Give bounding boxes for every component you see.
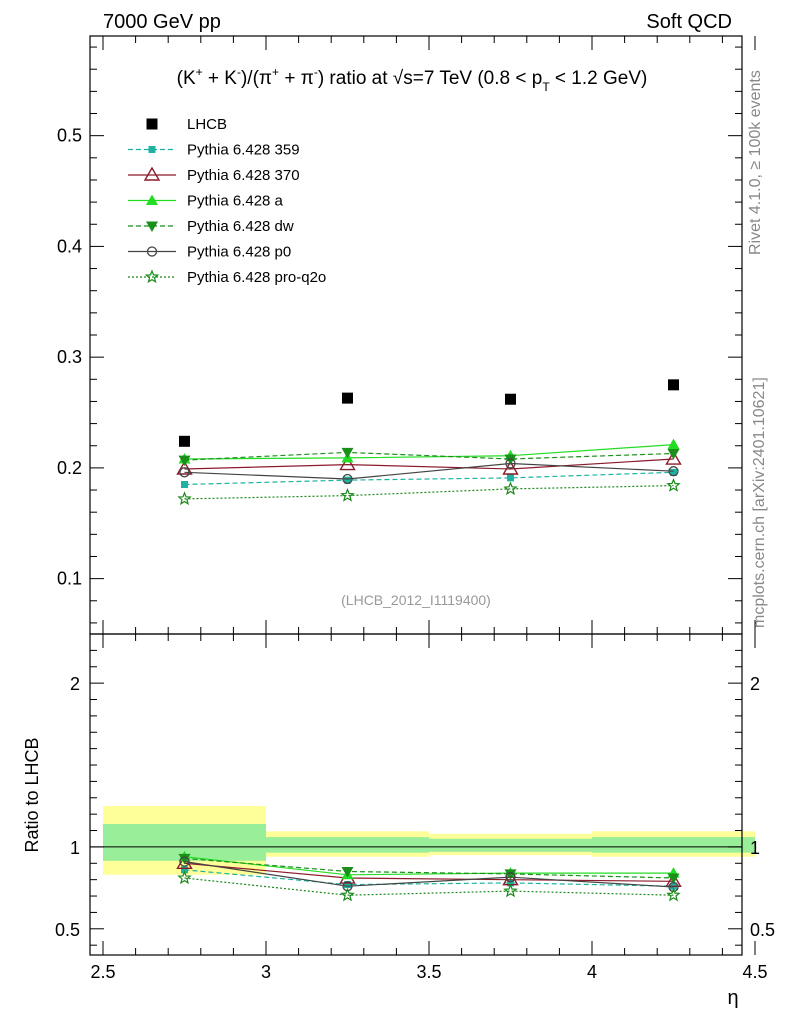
ratio-point-pythia-6-428-pro-q2o-0 — [177, 870, 192, 885]
series-line-pythia-6-428-a — [184, 444, 674, 460]
ratio-point-pythia-6-428-dw-0 — [178, 853, 191, 865]
legend-label-pythia-6-428-370: Pythia 6.428 370 — [187, 167, 300, 184]
mcplots-credit-label: mcplots.cern.ch [arXiv:2401.10621] — [751, 377, 768, 628]
series-line-pythia-6-428-pro-q2o — [184, 485, 674, 500]
legend-label-pythia-6-428-p0: Pythia 6.428 p0 — [187, 244, 291, 261]
ratio-ylabel: Ratio to LHCB — [22, 737, 42, 852]
analysis-watermark: (LHCB_2012_I1119400) — [341, 592, 491, 608]
data-point-pythia-6-428-dw-3 — [667, 448, 680, 460]
header-left: 7000 GeV pp — [103, 11, 221, 33]
ratio-inner-band-2 — [429, 838, 592, 852]
main-ytick-label-1: 0.2 — [57, 458, 82, 478]
ratio-point-pythia-6-428-p0-2 — [505, 872, 516, 883]
series-line-pythia-6-428-359 — [184, 471, 674, 486]
legend-label-pythia-6-428-359: Pythia 6.428 359 — [187, 142, 300, 159]
series-line-pythia-6-428-p0 — [184, 462, 674, 480]
legend-label-pythia-6-428-dw: Pythia 6.428 dw — [187, 218, 294, 235]
data-point-pythia-6-428-pro-q2o-1 — [340, 487, 355, 502]
xtick-label-2: 3.5 — [416, 962, 441, 982]
ratio-ytick-label-left-1: 1 — [70, 838, 80, 858]
main-panel: 0.1 0.2 0.3 0.4 0.5 — [57, 35, 756, 635]
ratio-point-pythia-6-428-pro-q2o-1 — [340, 887, 355, 902]
ratio-line-pythia-6-428-pro-q2o — [184, 877, 674, 896]
ratio-line-pythia-6-428-dw — [184, 857, 674, 879]
data-point-pythia-6-428-370-1 — [339, 456, 356, 471]
legend-marker-pythia-6-428-dw — [146, 221, 158, 232]
ratio-point-pythia-6-428-370-3 — [665, 872, 682, 888]
main-ytick-label-3: 0.4 — [57, 236, 82, 256]
ratio-point-pythia-6-428-dw-1 — [341, 866, 354, 878]
ratio-frame — [89, 633, 743, 956]
xtick-label-1: 3 — [261, 962, 271, 982]
xtick-label-3: 4 — [587, 962, 597, 982]
data-point-lhcb-0 — [179, 435, 190, 447]
ratio-line-pythia-6-428-359 — [184, 869, 674, 887]
data-point-lhcb-1 — [342, 392, 353, 404]
main-ytick-label-2: 0.3 — [57, 347, 82, 367]
legend-marker-pythia-6-428-370 — [143, 166, 161, 181]
ratio-point-pythia-6-428-359-0 — [181, 866, 188, 874]
ratio-point-pythia-6-428-359-1 — [344, 881, 351, 889]
data-point-pythia-6-428-pro-q2o-3 — [666, 477, 681, 492]
legend-marker-pythia-6-428-a — [146, 194, 158, 205]
ratio-ytick-label-right-0: 0.5 — [750, 920, 775, 940]
header-right: Soft QCD — [646, 11, 732, 33]
data-point-pythia-6-428-p0-1 — [342, 473, 353, 485]
ratio-point-pythia-6-428-dw-2 — [504, 869, 517, 880]
legend-label-pythia-6-428-pro-q2o: Pythia 6.428 pro-q2o — [187, 269, 326, 286]
legend-marker-pythia-6-428-359 — [148, 146, 156, 153]
ratio-ytick-label-right-1: 1 — [750, 838, 760, 858]
ratio-point-pythia-6-428-pro-q2o-2 — [503, 883, 518, 898]
ratio-point-pythia-6-428-pro-q2o-3 — [666, 887, 681, 902]
xtick-label-0: 2.5 — [90, 962, 115, 982]
data-point-pythia-6-428-dw-1 — [341, 447, 354, 459]
data-point-pythia-6-428-pro-q2o-2 — [503, 481, 518, 496]
data-point-pythia-6-428-p0-2 — [505, 458, 516, 469]
data-point-lhcb-3 — [668, 379, 679, 391]
data-point-pythia-6-428-p0-3 — [668, 466, 679, 477]
ratio-point-pythia-6-428-dw-3 — [667, 873, 680, 885]
legend-label-pythia-6-428-a: Pythia 6.428 a — [187, 193, 284, 210]
series-line-pythia-6-428-370 — [184, 458, 674, 470]
data-point-pythia-6-428-359-3 — [670, 468, 677, 476]
legend-label-lhcb: LHCB — [187, 116, 227, 133]
ratio-point-pythia-6-428-359-2 — [507, 879, 514, 887]
main-ytick-label-0: 0.1 — [57, 569, 82, 589]
ratio-point-pythia-6-428-p0-0 — [179, 856, 190, 867]
ratio-ytick-label-right-2: 2 — [750, 674, 760, 694]
data-point-lhcb-2 — [505, 393, 516, 405]
data-point-pythia-6-428-370-3 — [665, 450, 682, 465]
data-point-pythia-6-428-pro-q2o-0 — [177, 491, 192, 506]
ratio-ytick-label-left-2: 2 — [70, 674, 80, 694]
data-point-pythia-6-428-359-2 — [507, 474, 514, 482]
data-point-pythia-6-428-p0-0 — [179, 467, 190, 478]
x-axis-label: η — [727, 987, 738, 1009]
ratio-panel: 0.5 0.5 1 1 2 2 2.5 3 3.5 4 4.5 — [55, 633, 775, 982]
data-point-pythia-6-428-a-3 — [667, 438, 680, 450]
ratio-line-pythia-6-428-a — [184, 856, 674, 876]
data-point-pythia-6-428-370-0 — [176, 460, 193, 475]
ratio-line-pythia-6-428-p0 — [184, 861, 674, 888]
legend-marker-lhcb — [146, 118, 158, 130]
legend-marker-pythia-6-428-p0 — [146, 246, 158, 257]
rivet-version-label: Rivet 4.1.0, ≥ 100k events — [747, 70, 764, 255]
ratio-inner-band-1 — [266, 837, 429, 853]
data-point-pythia-6-428-359-1 — [344, 476, 351, 484]
ratio-ytick-label-left-0: 0.5 — [55, 920, 80, 940]
legend-marker-pythia-6-428-pro-q2o — [144, 269, 160, 284]
ratio-inner-band-3 — [592, 837, 755, 853]
legend: LHCB Pythia 6.428 359 Pythia 6.428 370 Pyth… — [128, 116, 326, 286]
data-point-pythia-6-428-370-2 — [502, 460, 519, 475]
series-line-pythia-6-428-dw — [184, 451, 674, 461]
data-point-pythia-6-428-359-0 — [181, 481, 188, 488]
data-point-pythia-6-428-dw-0 — [178, 455, 191, 467]
xtick-label-4: 4.5 — [742, 962, 767, 982]
plot-title: (K+ + K-)/(π+ + π-) ratio at √s=7 TeV (0… — [177, 65, 648, 94]
ratio-point-pythia-6-428-p0-3 — [668, 881, 679, 893]
ratio-line-pythia-6-428-370 — [184, 862, 674, 882]
main-ytick-label-4: 0.5 — [57, 126, 82, 146]
data-point-pythia-6-428-dw-2 — [504, 454, 517, 466]
